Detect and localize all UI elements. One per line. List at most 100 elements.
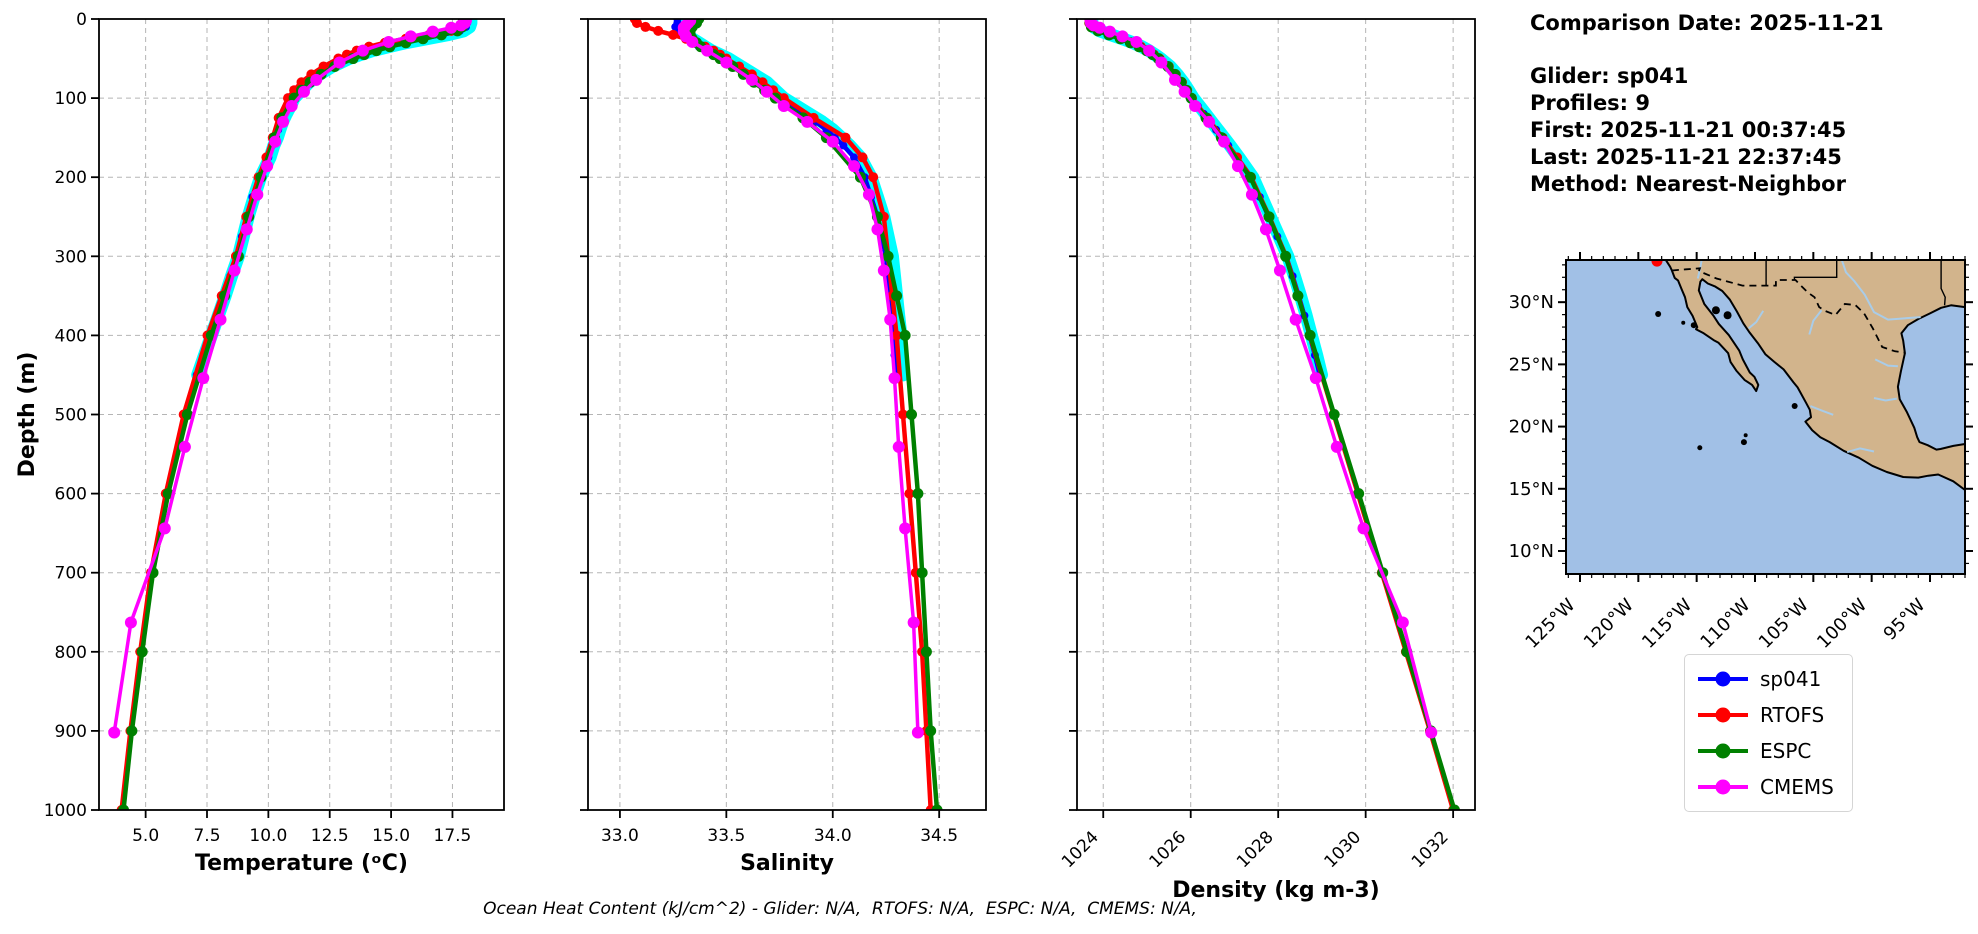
- x-tick-label: 1024: [1058, 827, 1103, 872]
- series-marker-ESPC: [1280, 250, 1292, 262]
- series-marker-ESPC: [1263, 211, 1275, 223]
- map-lat-label: 10°N: [1509, 541, 1554, 562]
- series-marker-RTOFS: [653, 25, 664, 36]
- series-marker-CMEMS: [760, 85, 773, 98]
- legend-line-marker-rtofs: [1698, 707, 1748, 723]
- map-river: [1808, 309, 1823, 335]
- series-marker-CMEMS: [310, 73, 323, 86]
- legend-label-cmems: CMEMS: [1760, 775, 1834, 799]
- series-marker-CMEMS: [124, 616, 137, 629]
- series-group: [108, 19, 478, 810]
- series-marker-CMEMS: [745, 73, 758, 86]
- series-marker-CMEMS: [277, 115, 290, 128]
- series-marker-ESPC: [126, 725, 138, 737]
- series-marker-sp041: [850, 153, 859, 162]
- series-marker-CMEMS: [228, 264, 241, 277]
- legend: sp041 RTOFS ESPC CMEMS: [1684, 654, 1853, 812]
- map-state-border: [1793, 260, 1838, 280]
- series-marker-CMEMS: [269, 135, 282, 148]
- y-tick-label: 800: [55, 643, 87, 663]
- series-marker-CMEMS: [1357, 522, 1370, 535]
- series-group: [629, 19, 943, 810]
- legend-item-rtofs: RTOFS: [1698, 703, 1834, 727]
- series-marker-CMEMS: [1189, 100, 1202, 113]
- series-marker-ESPC: [118, 804, 130, 810]
- series-marker-CMEMS: [1309, 372, 1322, 385]
- map-river: [1874, 358, 1898, 368]
- series-group: [1084, 19, 1460, 810]
- map-lon-label: 110°W: [1696, 595, 1754, 653]
- legend-line-marker-espc: [1698, 743, 1748, 759]
- series-marker-CMEMS: [826, 135, 839, 148]
- series-marker-CMEMS: [1289, 313, 1302, 326]
- series-marker-CMEMS: [701, 44, 714, 57]
- map-island: [1743, 433, 1748, 438]
- x-axis-label: Temperature (ᵒC): [195, 851, 408, 876]
- series-marker-CMEMS: [1217, 135, 1230, 148]
- map-island: [1681, 320, 1686, 325]
- series-marker-ESPC: [1304, 329, 1316, 341]
- series-marker-CMEMS: [877, 264, 890, 277]
- series-marker-CMEMS: [848, 160, 861, 173]
- series-marker-CMEMS: [1231, 160, 1244, 173]
- x-tick-label: 1026: [1146, 827, 1191, 872]
- legend-label-espc: ESPC: [1760, 739, 1812, 763]
- legend-label-rtofs: RTOFS: [1760, 703, 1825, 727]
- series-marker-CMEMS: [240, 223, 253, 236]
- x-tick-label: 7.5: [193, 826, 220, 846]
- series-marker-CMEMS: [1273, 264, 1286, 277]
- series-marker-RTOFS: [897, 409, 908, 420]
- info-spacer: [1530, 37, 1884, 63]
- series-marker-ESPC: [899, 329, 911, 341]
- map-island: [1690, 322, 1697, 329]
- series-marker-ESPC: [912, 488, 924, 500]
- profiles-count-text: Profiles: 9: [1530, 91, 1651, 115]
- series-marker-CMEMS: [862, 188, 875, 201]
- series-marker-RTOFS: [631, 19, 642, 28]
- series-marker-CMEMS: [382, 35, 395, 48]
- map-river: [1810, 405, 1834, 416]
- map-river: [1846, 447, 1875, 454]
- series-marker-CMEMS: [108, 726, 121, 739]
- series-marker-ESPC: [916, 567, 928, 579]
- series-marker-CMEMS: [1178, 85, 1191, 98]
- ocean-heat-content-caption: Ocean Heat Content (kJ/cm^2) - Glider: N…: [483, 899, 1197, 919]
- series-marker-CMEMS: [1203, 115, 1216, 128]
- glider-name-text: Glider: sp041: [1530, 64, 1689, 88]
- x-tick-label: 1032: [1408, 827, 1453, 872]
- series-marker-ESPC: [925, 725, 937, 737]
- x-tick-label: 33.0: [601, 826, 639, 846]
- series-marker-CMEMS: [884, 313, 897, 326]
- series-marker-ESPC: [1292, 290, 1304, 302]
- series-marker-ESPC: [906, 409, 918, 420]
- series-marker-CMEMS: [777, 100, 790, 113]
- map-island: [1723, 311, 1732, 320]
- series-marker-RTOFS: [840, 132, 851, 143]
- series-marker-CMEMS: [445, 21, 458, 34]
- legend-item-espc: ESPC: [1698, 739, 1834, 763]
- series-marker-ESPC: [882, 250, 894, 262]
- comparison-info-block: Comparison Date: 2025-11-21 Glider: sp04…: [1530, 10, 1884, 198]
- map-island: [1740, 439, 1747, 446]
- map-lon-label: 125°W: [1521, 595, 1579, 653]
- series-marker-RTOFS: [296, 77, 307, 88]
- map-frame: [1565, 259, 1966, 575]
- series-marker-ESPC: [1244, 171, 1256, 183]
- series-marker-CMEMS: [871, 223, 884, 236]
- y-tick-label: 0: [76, 10, 87, 30]
- series-marker-CMEMS: [356, 44, 369, 57]
- y-tick-label: 400: [55, 326, 87, 346]
- map-lon-label: 115°W: [1638, 595, 1696, 653]
- series-marker-sp041: [839, 141, 848, 150]
- profile-panel-0: 5.0 7.5 10.0 12.5 15.0 17.5 0 100 200 300 400 500 60…: [15, 10, 505, 876]
- legend-label-sp041: sp041: [1760, 667, 1822, 691]
- map-international-border: [1671, 267, 1906, 354]
- legend-line-marker-sp041: [1698, 671, 1748, 687]
- series-marker-CMEMS: [285, 100, 298, 113]
- map-island: [1697, 445, 1703, 451]
- series-marker-CMEMS: [261, 160, 274, 173]
- y-tick-label: 700: [55, 564, 87, 584]
- series-marker-CMEMS: [197, 372, 210, 385]
- series-marker-CMEMS: [1116, 30, 1129, 43]
